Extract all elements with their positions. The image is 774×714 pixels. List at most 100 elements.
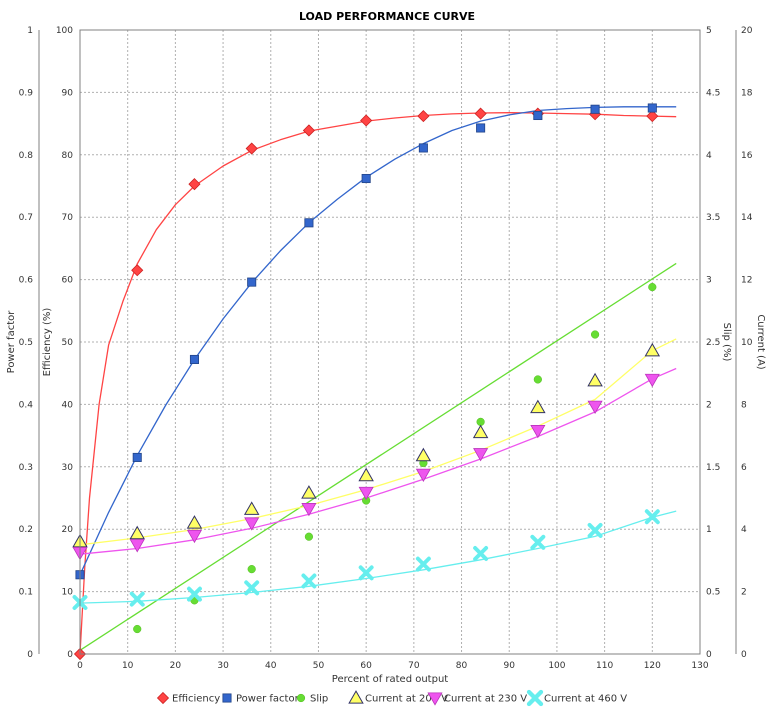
current-tick-label: 4 (741, 525, 747, 535)
current-at-208-v-point (301, 485, 317, 499)
current-at-230-v-point (301, 503, 317, 517)
efficiency-tick-label: 0 (67, 650, 73, 660)
current-tick-label: 10 (741, 338, 753, 348)
slip-axis-title: Slip (%) (721, 323, 732, 362)
current-at-460-v-point (358, 565, 374, 581)
efficiency-tick-label: 30 (62, 463, 74, 473)
legend-power-factor-label: Power factor (236, 694, 300, 705)
x-marker-stroke (473, 546, 489, 562)
slip-point (590, 330, 600, 339)
current-at-230-v-point (644, 373, 660, 388)
chart-title: LOAD PERFORMANCE CURVE (299, 10, 475, 23)
current-at-460-v-point (587, 522, 603, 538)
axes: 0 10 20 30 40 50 60 70 80 90 100 110 120 13000.10.20.… (19, 26, 753, 671)
slip-tick-label: 0 (706, 650, 712, 660)
power-factor-point (361, 173, 371, 184)
efficiency-point (417, 110, 430, 123)
efficiency-tick-label: 10 (62, 588, 74, 598)
slip-tick-label: 5 (706, 26, 712, 36)
power-factor-axis-title: Power factor (6, 310, 17, 374)
slip-point (476, 417, 485, 426)
x-marker-stroke (301, 573, 317, 589)
efficiency-tick-label: 60 (62, 276, 74, 286)
slip-tick-label: 1.5 (706, 463, 720, 473)
x-marker-stroke (129, 591, 145, 607)
power-factor-tick-label: 0.1 (19, 588, 33, 598)
current-tick-label: 18 (741, 88, 753, 98)
power-factor-tick-label: 1 (27, 26, 33, 36)
current-tick-label: 20 (741, 26, 753, 36)
slip-tick-label: 2.5 (706, 338, 720, 348)
power-factor-point (647, 103, 657, 113)
slip-curve (79, 262, 677, 651)
current-at-208-v-point (415, 447, 432, 462)
slip-point (133, 624, 142, 634)
x-marker-stroke (186, 586, 202, 602)
legend-current-at-230-v-label: Current at 230 V (444, 694, 527, 705)
power-factor-point (132, 452, 142, 462)
current-at-460-v-point (530, 534, 546, 550)
x-tick-label: 90 (504, 661, 516, 671)
current-tick-label: 8 (741, 400, 747, 410)
x-tick-label: 40 (265, 661, 277, 671)
slip-point (304, 532, 314, 541)
x-marker-stroke (644, 509, 660, 525)
efficiency-tick-label: 70 (62, 213, 74, 223)
current-at-460-v-point (301, 573, 317, 589)
x-axis-title: Percent of rated output (332, 674, 449, 685)
legend-efficiency-label: Efficiency (172, 694, 220, 705)
current-axis-title: Current (A) (755, 314, 766, 369)
power-factor-point (590, 104, 600, 114)
x-tick-label: 70 (408, 661, 420, 671)
x-marker-stroke (587, 522, 603, 538)
current-at-230-v-curve (79, 367, 677, 555)
power-factor-point (533, 110, 543, 121)
x-tick-label: 0 (77, 661, 83, 671)
power-factor-tick-label: 0 (27, 650, 33, 660)
current-at-460-v-point (129, 591, 145, 607)
slip-tick-label: 2 (706, 400, 712, 410)
efficiency-point (131, 264, 144, 277)
power-factor-point (189, 354, 199, 364)
current-at-208-v-point (129, 525, 145, 540)
plot-border (79, 29, 701, 655)
slip-tick-label: 4.5 (706, 88, 720, 98)
current-tick-label: 14 (741, 213, 753, 223)
efficiency-point (302, 124, 315, 137)
efficiency-tick-label: 90 (62, 88, 74, 98)
slip-tick-label: 1 (706, 525, 712, 535)
data-markers (72, 103, 661, 661)
x-tick-label: 50 (313, 661, 325, 671)
legend-current-at-230-v-marker (427, 692, 443, 706)
x-marker-stroke (415, 556, 431, 572)
slip-point (247, 565, 256, 574)
current-at-230-v-point (129, 539, 145, 553)
power-factor-curve (79, 106, 677, 576)
power-factor-tick-label: 0.5 (19, 338, 33, 348)
current-at-208-v-point (530, 399, 546, 414)
slip-point (648, 282, 657, 292)
current-at-208-v-curve (79, 338, 677, 546)
current-at-460-v-point (644, 509, 660, 525)
efficiency-axis-title: Efficiency (%) (42, 308, 53, 377)
power-factor-tick-label: 0.4 (19, 400, 34, 410)
power-factor-point (418, 143, 428, 153)
current-at-208-v-point (587, 372, 603, 387)
x-tick-label: 110 (596, 661, 613, 671)
legend-current-at-460-v-marker (526, 689, 544, 707)
legend-power-factor-marker (222, 693, 232, 703)
current-at-460-v-point (186, 586, 202, 602)
slip-tick-label: 0.5 (706, 588, 720, 598)
legend-efficiency-marker (156, 691, 170, 705)
legend-current-at-208-v-marker (348, 690, 364, 704)
legend-current-at-208-v-label: Current at 208 V (365, 694, 448, 705)
x-tick-label: 130 (691, 661, 708, 671)
current-at-208-v-point (644, 342, 661, 357)
slip-point (533, 375, 542, 384)
x-tick-label: 30 (217, 661, 229, 671)
legend: Efficiency Power factor Slip Current at 208… (156, 689, 627, 707)
slip-tick-label: 3 (706, 276, 712, 286)
power-factor-tick-label: 0.3 (19, 463, 33, 473)
power-factor-point (304, 218, 314, 228)
